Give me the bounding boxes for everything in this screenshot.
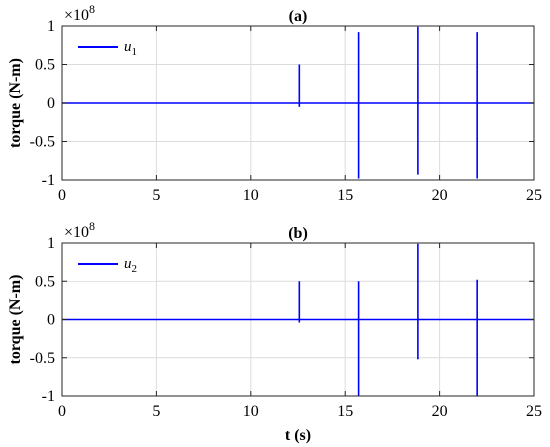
y-tick-label: 0.5 [35, 273, 55, 290]
legend-box [68, 34, 156, 64]
x-tick-label: 0 [58, 187, 66, 204]
x-tick-label: 25 [526, 187, 542, 204]
x-tick-label: 15 [337, 403, 353, 420]
legend-label-u2: u2 [124, 256, 137, 275]
exponent-base: ×10 [64, 224, 89, 241]
legend-box [68, 251, 156, 281]
y-tick-label: 1 [47, 235, 55, 252]
y-tick-label: -0.5 [30, 134, 55, 151]
y-tick-label: 0 [47, 312, 55, 329]
x-axis-label: t (s) [285, 427, 311, 444]
y-tick-label: -1 [42, 388, 55, 405]
x-tick-label: 15 [337, 187, 353, 204]
exponent-power: 8 [89, 219, 95, 233]
y-tick-label: -1 [42, 172, 55, 189]
data-series [62, 243, 534, 396]
x-tick-label: 25 [526, 403, 542, 420]
exponent-label: ×108 [64, 219, 95, 241]
y-axis-label: torque (N-m) [7, 275, 24, 365]
panel-title: (a) [289, 8, 308, 25]
y-tick-label: -0.5 [30, 350, 55, 367]
x-tick-label: 20 [432, 403, 448, 420]
exponent-base: ×10 [64, 7, 89, 24]
ticks: 0 5 10 15 20 25 1 0.5 0 -0.5 -1 [30, 235, 542, 420]
legend: u2 [68, 251, 156, 281]
exponent-power: 8 [89, 2, 95, 16]
y-tick-label: 1 [47, 18, 55, 35]
x-tick-label: 10 [243, 187, 259, 204]
panel-a: 0 5 10 15 20 25 1 0.5 0 -0.5 -1 (a) ×108 torque (N… [7, 2, 542, 204]
x-tick-label: 20 [432, 187, 448, 204]
panel-b: 0 5 10 15 20 25 1 0.5 0 -0.5 -1 (b) ×108 torque (N… [7, 219, 542, 444]
data-series [62, 26, 534, 179]
y-tick-label: 0 [47, 95, 55, 112]
legend: u1 [68, 34, 156, 64]
x-tick-label: 0 [58, 403, 66, 420]
legend-label-u1: u1 [124, 39, 137, 58]
ticks: 0 5 10 15 20 25 1 0.5 0 -0.5 -1 [30, 18, 542, 204]
y-axis-label: torque (N-m) [7, 58, 24, 148]
y-tick-label: 0.5 [35, 57, 55, 74]
x-tick-label: 5 [152, 403, 160, 420]
exponent-label: ×108 [64, 2, 95, 24]
panel-title: (b) [288, 225, 308, 242]
x-tick-label: 5 [152, 187, 160, 204]
x-tick-label: 10 [243, 403, 259, 420]
